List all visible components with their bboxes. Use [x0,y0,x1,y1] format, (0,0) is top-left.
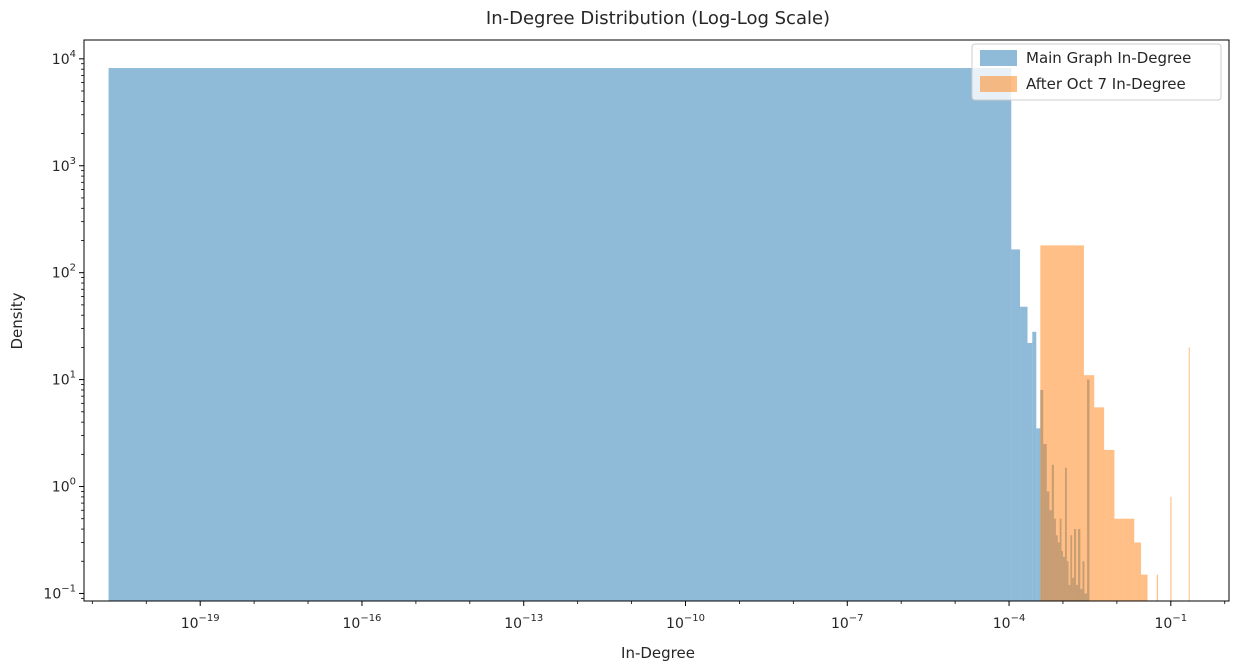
legend-swatch-after-oct-7 [980,76,1017,92]
histogram-bar [1094,407,1105,601]
histogram-bar [1170,496,1172,601]
y-axis-label: Density [8,292,26,349]
x-tick-label: 10−1 [1155,613,1188,632]
histogram-bar [1134,542,1141,601]
legend-frame [971,43,1222,101]
x-tick-label: 10−19 [181,613,220,632]
legend-label-after-oct-7: After Oct 7 In-Degree [1026,75,1186,93]
histogram-bar [1104,449,1115,601]
series-after-oct-7 [1040,245,1190,601]
chart-title: In-Degree Distribution (Log-Log Scale) [486,8,830,29]
histogram-bar [1011,249,1021,602]
plot-area [108,68,1190,602]
y-tick-label: 103 [52,156,76,175]
legend-swatch-main-graph [980,50,1017,66]
x-tick-label: 10−16 [342,613,381,632]
y-tick-label: 10−1 [43,583,76,602]
histogram-bar [1141,574,1148,601]
x-tick-label: 10−13 [504,613,543,632]
histogram-bar [1114,518,1125,601]
y-tick-label: 100 [52,477,76,496]
y-tick-label: 104 [52,49,76,68]
x-tick-label: 10−7 [831,613,864,632]
histogram-bar [1124,518,1135,601]
histogram-bar [1036,428,1041,601]
legend: Main Graph In-Degree After Oct 7 In-Degr… [971,43,1222,101]
x-tick-label: 10−4 [993,613,1026,632]
histogram-bar [1188,347,1190,601]
y-tick-label: 101 [52,370,76,389]
series-main-graph [108,68,1090,602]
x-axis-ticks: 10−19 10−16 10−13 10−10 10−7 10−4 10−1 [91,601,1226,632]
histogram-bar [1040,245,1084,601]
histogram-bar [1032,331,1037,601]
y-axis-ticks: 10−1 100 101 102 103 104 [43,49,84,602]
histogram-bar [1020,306,1028,601]
histogram-bar [108,68,1012,602]
plot-frame [83,39,1230,602]
x-axis-label: In-Degree [621,644,695,662]
y-tick-label: 102 [52,263,76,282]
histogram-bar [1156,574,1159,601]
histogram-bar [1083,375,1095,601]
histogram-bar [1027,342,1033,601]
legend-label-main-graph: Main Graph In-Degree [1026,49,1191,67]
x-tick-label: 10−10 [666,613,705,632]
